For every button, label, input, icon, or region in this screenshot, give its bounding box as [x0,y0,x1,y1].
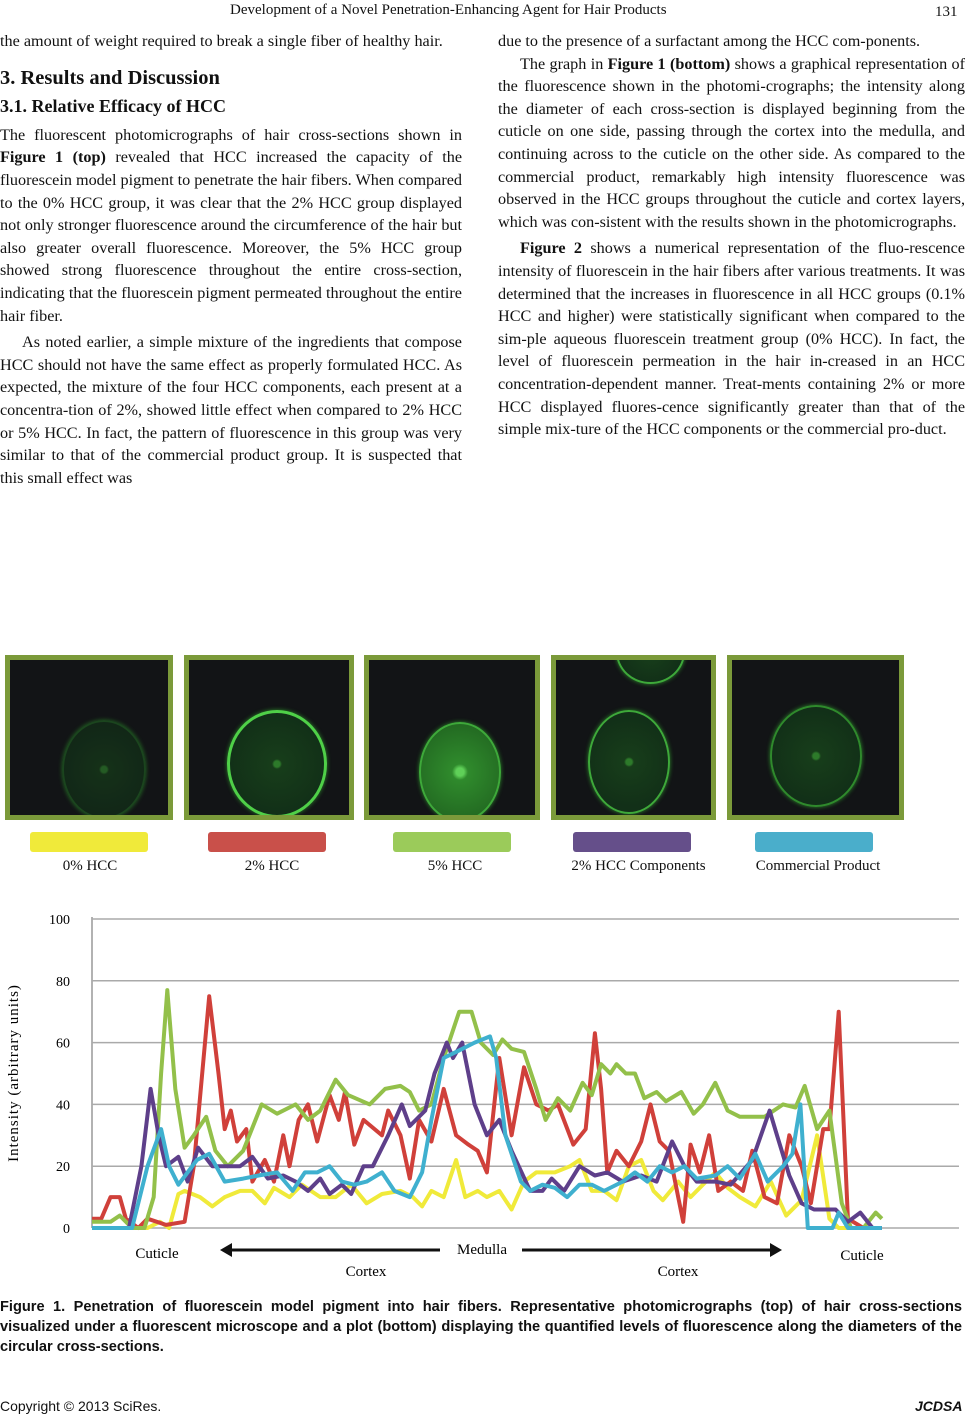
legend-swatch-commercial-product [755,832,873,852]
legend-label: 5% HCC [427,858,483,874]
y-tick-label: 100 [49,913,70,928]
x-annotation-cortex-right: Cortex [658,1264,699,1280]
x-annotation-cuticle-right: Cuticle [840,1248,884,1264]
y-tick-label: 60 [56,1037,70,1052]
hair-cross-section [770,705,862,807]
micrograph-2-hcc-components [551,655,716,820]
left-column: the amount of weight required to break a… [0,30,462,489]
running-title: Development of a Novel Penetration-Enhan… [230,2,667,18]
hair-cross-section [588,710,670,814]
section-heading: 3. Results and Discussion [0,66,220,89]
y-axis-label: Intensity (arbitrary units) [6,984,22,1162]
x-annotation-medulla: Medulla [457,1242,507,1258]
y-tick-label: 0 [63,1222,70,1237]
micrograph-5-hcc [364,655,540,820]
y-tick-label: 40 [56,1098,70,1113]
left-arrow [220,1243,440,1257]
figure-caption: Figure 1. Penetration of fluorescein mod… [0,1299,962,1355]
paragraph: Figure 2 shows a numerical representatio… [498,237,965,440]
paragraph: the amount of weight required to break a… [0,32,443,50]
series-line-commercial-product [92,1034,882,1230]
series-line-2-hcc [92,994,882,1230]
y-tick-label: 20 [56,1160,70,1175]
text: The graph in [520,54,608,73]
right-arrow [522,1243,782,1257]
legend-label: 0% HCC [62,858,118,874]
text: The fluorescent photomicrographs of hair… [0,125,462,144]
right-column: due to the presence of a surfactant amon… [498,30,965,441]
subsection-heading: 3.1. Relative Efficacy of HCC [0,96,226,117]
legend-label: 2% HCC [244,858,300,874]
micrograph-2-hcc [184,655,354,820]
figure-ref: Figure 2 [520,239,583,258]
hair-cross-section [419,722,501,815]
intensity-chart: 0 20 40 60 80 100 Intensity (arbitrary units)… [6,913,959,1280]
series-line-5-hcc [92,988,884,1230]
paragraph: As noted earlier, a simple mixture of th… [0,333,462,487]
hair-cross-section [616,660,685,684]
legend-label: Commercial Product [755,858,881,874]
series-line-0-hcc [92,1133,882,1230]
legend-swatch-2-hcc-components [573,832,691,852]
x-annotation-cortex-left: Cortex [346,1264,387,1280]
legend-swatch-5-hcc [393,832,511,852]
y-tick-label: 80 [56,975,70,990]
legend-swatch-0-hcc [30,832,148,852]
legend-swatch-2-hcc [208,832,326,852]
text: shows a numerical representation of the … [498,239,965,439]
page-number: 131 [935,4,958,20]
text: revealed that HCC increased the capacity… [0,148,463,325]
hair-cross-section [62,720,146,815]
paragraph: The fluorescent photomicrographs of hair… [0,124,462,327]
journal-name: JCDSA [915,1398,963,1414]
x-annotation-cuticle-left: Cuticle [135,1246,179,1262]
figure-ref: Figure 1 (bottom) [607,54,731,73]
micrograph-0-hcc [5,655,173,820]
legend-label: 2% HCC Components [571,858,706,874]
figure-ref: Figure 1 (top) [0,148,106,167]
copyright: Copyright © 2013 SciRes. [0,1398,162,1414]
micrograph-commercial-product [727,655,904,820]
paragraph: due to the presence of a surfactant amon… [498,32,921,50]
hair-cross-section [227,710,327,815]
text: shows a graphical representation of the … [498,54,965,231]
paragraph: The graph in Figure 1 (bottom) shows a g… [498,53,965,234]
